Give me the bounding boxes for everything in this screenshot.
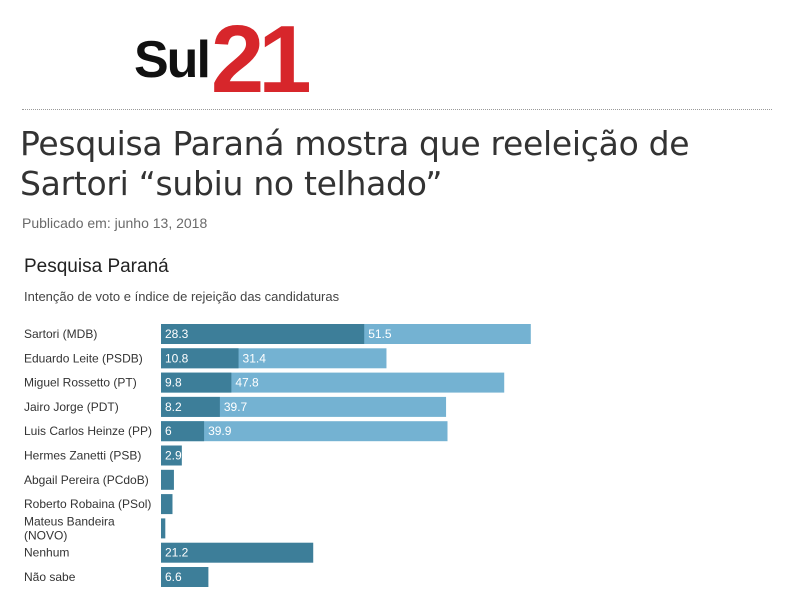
- category-label: Jairo Jorge (PDT): [24, 400, 119, 414]
- bar-vote: [161, 469, 174, 490]
- bar-vote: [161, 542, 314, 563]
- value-label-vote: 6.6: [165, 570, 182, 584]
- bar-rejection: [161, 372, 505, 393]
- bar-vote: [161, 567, 209, 587]
- chart-title: Pesquisa Paraná: [24, 256, 169, 277]
- bar-vote: [161, 396, 220, 417]
- value-label-vote: 10.8: [165, 351, 189, 365]
- category-label: Hermes Zanetti (PSB): [24, 449, 141, 463]
- bar-rejection: [161, 421, 448, 442]
- bar-vote: [161, 445, 182, 466]
- value-label-rejection: 47.8: [235, 376, 259, 390]
- value-label-rejection: 39.7: [224, 400, 248, 414]
- category-label: Abgail Pereira (PCdoB): [24, 473, 149, 487]
- bar-vote: [161, 348, 239, 369]
- bar-rejection: [161, 396, 447, 417]
- logo-number: 21: [210, 6, 312, 114]
- category-label: Sartori (MDB): [24, 327, 97, 341]
- bar-vote: [161, 494, 173, 515]
- value-label-vote: 28.3: [165, 327, 189, 341]
- category-label: Mateus Bandeira (NOVO): [24, 514, 115, 542]
- category-label: Não sabe: [24, 570, 76, 584]
- value-label-vote: 2.9: [165, 449, 182, 463]
- category-label: Miguel Rossetto (PT): [24, 376, 137, 390]
- category-label: Roberto Robaina (PSol): [24, 497, 151, 511]
- bar-chart: Sartori (MDB) 28.3 51.5 Eduardo Leite (PSDB…: [24, 324, 531, 587]
- bar-vote: [161, 518, 166, 539]
- chart-subtitle: Intenção de voto e índice de rejeição da…: [24, 289, 340, 304]
- value-label-vote: 6: [165, 424, 172, 438]
- value-label-rejection: 31.4: [243, 351, 267, 365]
- category-label: Luis Carlos Heinze (PP): [24, 424, 152, 438]
- sul21-logo[interactable]: Sul 21: [134, 6, 312, 114]
- value-label-rejection: 39.9: [208, 424, 232, 438]
- bar-vote: [161, 421, 205, 442]
- value-label-vote: 9.8: [165, 376, 182, 390]
- bar-vote: [161, 324, 365, 344]
- bar-vote: [161, 372, 232, 393]
- published-date: Publicado em: junho 13, 2018: [22, 215, 208, 231]
- logo-word: Sul: [134, 31, 211, 89]
- value-label-vote: 8.2: [165, 400, 182, 414]
- category-label: Eduardo Leite (PSDB): [24, 351, 143, 365]
- value-label-vote: 21.2: [165, 546, 189, 560]
- article-title: Pesquisa Paraná mostra que reeleição de …: [20, 124, 690, 203]
- value-label-rejection: 51.5: [368, 327, 392, 341]
- category-label: Nenhum: [24, 546, 69, 560]
- header-divider: [22, 109, 772, 110]
